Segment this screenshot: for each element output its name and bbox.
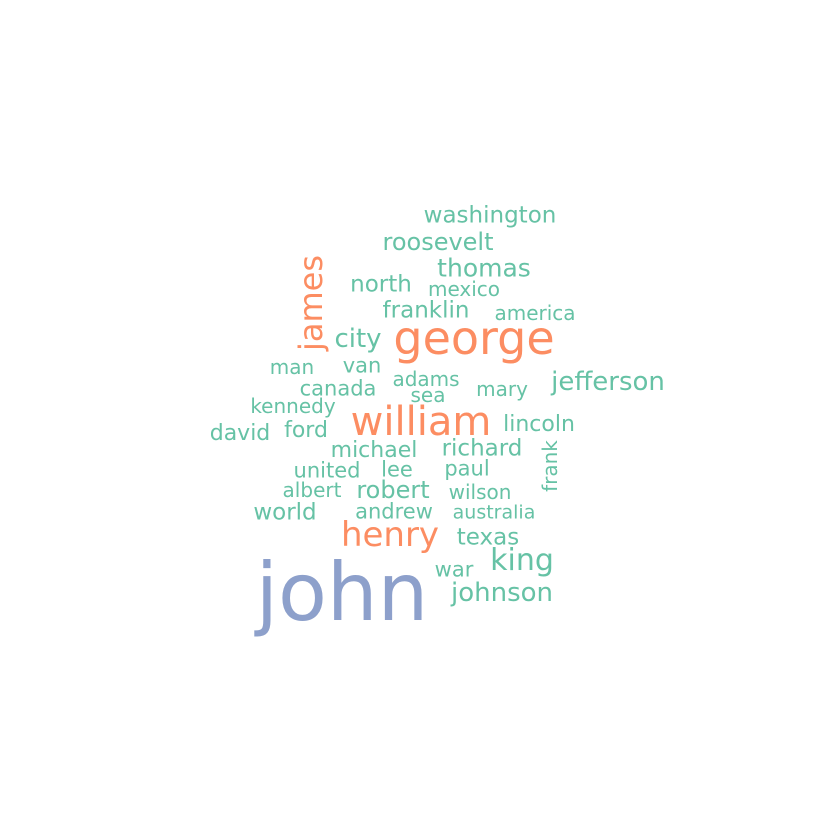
word-thomas: thomas: [437, 253, 531, 283]
word-war: war: [434, 557, 474, 582]
word-william: william: [350, 399, 492, 445]
word-lincoln: lincoln: [503, 412, 575, 437]
word-king: king: [490, 543, 554, 578]
word-united: united: [293, 458, 361, 483]
word-george: george: [393, 311, 555, 365]
word-franklin: franklin: [382, 297, 470, 324]
word-man: man: [269, 355, 315, 379]
word-wilson: wilson: [448, 480, 512, 504]
word-lee: lee: [381, 457, 413, 482]
word-ford: ford: [284, 418, 328, 443]
word-paul: paul: [444, 456, 490, 481]
word-robert: robert: [356, 476, 430, 504]
word-henry: henry: [340, 515, 440, 555]
word-canada: canada: [299, 376, 377, 401]
word-frank: frank: [538, 440, 562, 492]
word-james: james: [292, 254, 330, 352]
word-albert: albert: [282, 478, 342, 502]
word-mexico: mexico: [427, 277, 501, 301]
word-world: world: [253, 499, 317, 526]
word-andrew: andrew: [355, 499, 433, 524]
word-australia: australia: [452, 501, 536, 524]
word-texas: texas: [456, 524, 520, 551]
word-john: john: [255, 546, 429, 639]
word-washington: washington: [423, 202, 557, 229]
word-adams: adams: [392, 367, 460, 391]
word-jefferson: jefferson: [551, 367, 665, 397]
word-richard: richard: [441, 435, 523, 462]
word-america: america: [494, 301, 576, 325]
word-city: city: [334, 324, 382, 354]
word-van: van: [342, 353, 382, 378]
word-sea: sea: [410, 383, 446, 407]
word-mary: mary: [476, 377, 528, 401]
word-johnson: johnson: [450, 578, 554, 608]
word-michael: michael: [330, 438, 418, 463]
word-kennedy: kennedy: [250, 394, 336, 418]
word-david: david: [209, 421, 271, 446]
word-roosevelt: roosevelt: [382, 228, 494, 256]
word-north: north: [350, 271, 412, 298]
